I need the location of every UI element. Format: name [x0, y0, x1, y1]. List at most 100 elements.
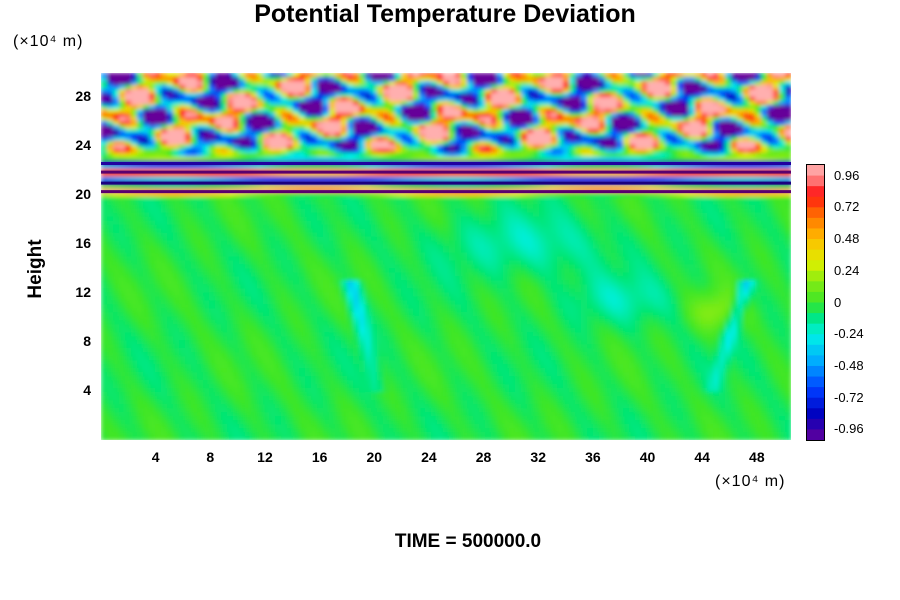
heatmap-cell: [173, 212, 180, 218]
heatmap-cell: [665, 73, 672, 78]
heatmap-cell: [491, 140, 498, 146]
heatmap-cell: [581, 156, 588, 162]
heatmap-cell: [365, 184, 372, 190]
heatmap-cell: [113, 244, 120, 250]
heatmap-cell: [335, 232, 342, 238]
heatmap-cell: [269, 140, 276, 146]
heatmap-cell: [425, 192, 432, 198]
heatmap-cell: [161, 144, 168, 150]
heatmap-cell: [479, 192, 486, 198]
heatmap-cell: [437, 224, 444, 230]
heatmap-cell: [581, 196, 588, 202]
heatmap-cell: [737, 136, 744, 142]
heatmap-cell: [491, 156, 498, 162]
heatmap-cell: [629, 100, 636, 106]
heatmap-cell: [653, 116, 660, 122]
heatmap-cell: [269, 220, 276, 226]
heatmap-cell: [761, 96, 768, 102]
heatmap-cell: [725, 108, 732, 114]
heatmap-cell: [497, 100, 504, 106]
heatmap-cell: [233, 204, 240, 210]
heatmap-cell: [203, 80, 210, 86]
heatmap-cell: [395, 132, 402, 138]
heatmap-cell: [713, 236, 720, 242]
heatmap-cell: [335, 112, 342, 118]
heatmap-cell: [377, 100, 384, 106]
heatmap-cell: [311, 204, 318, 210]
heatmap-cell: [185, 236, 192, 242]
heatmap-cell: [491, 176, 498, 182]
heatmap-cell: [749, 220, 756, 226]
heatmap-cell: [641, 100, 648, 106]
heatmap-cell: [785, 144, 791, 150]
heatmap-cell: [485, 124, 492, 130]
heatmap-cell: [701, 73, 708, 78]
heatmap-cell: [275, 140, 282, 146]
heatmap-cell: [569, 112, 576, 118]
heatmap-cell: [785, 220, 791, 226]
heatmap-cell: [455, 140, 462, 146]
heatmap-cell: [707, 224, 714, 230]
heatmap-cell: [491, 108, 498, 114]
heatmap-cell: [575, 124, 582, 130]
heatmap-cell: [449, 92, 456, 98]
heatmap-cell: [449, 100, 456, 106]
heatmap-cell: [107, 140, 114, 146]
heatmap-cell: [563, 232, 570, 238]
heatmap-cell: [533, 156, 540, 162]
heatmap-cell: [173, 152, 180, 158]
heatmap-cell: [485, 96, 492, 102]
heatmap-cell: [497, 212, 504, 218]
heatmap-cell: [605, 100, 612, 106]
heatmap-cell: [119, 124, 126, 130]
heatmap-cell: [677, 212, 684, 218]
heatmap-cell: [155, 220, 162, 226]
heatmap-cell: [299, 236, 306, 242]
heatmap-cell: [749, 80, 756, 86]
heatmap-cell: [755, 84, 762, 90]
heatmap-cell: [329, 104, 336, 110]
heatmap-cell: [425, 228, 432, 234]
heatmap-cell: [491, 184, 498, 190]
heatmap-cell: [527, 220, 534, 226]
heatmap-cell: [161, 192, 168, 198]
heatmap-cell: [335, 132, 342, 138]
heatmap-cell: [215, 164, 222, 170]
heatmap-cell: [137, 148, 144, 154]
heatmap-cell: [299, 220, 306, 226]
heatmap-cell: [563, 156, 570, 162]
heatmap-cell: [527, 76, 534, 82]
heatmap-cell: [473, 116, 480, 122]
heatmap-cell: [551, 120, 558, 126]
heatmap-cell: [353, 124, 360, 130]
heatmap-cell: [755, 128, 762, 134]
heatmap-cell: [125, 96, 132, 102]
heatmap-cell: [323, 192, 330, 198]
heatmap-cell: [125, 196, 132, 202]
heatmap-cell: [407, 104, 414, 110]
heatmap-cell: [647, 124, 654, 130]
heatmap-cell: [215, 152, 222, 158]
heatmap-cell: [743, 156, 750, 162]
heatmap-cell: [683, 240, 690, 246]
heatmap-cell: [533, 164, 540, 170]
heatmap-cell: [719, 80, 726, 86]
heatmap-cell: [767, 132, 774, 138]
heatmap-cell: [125, 200, 132, 206]
heatmap-cell: [533, 120, 540, 126]
heatmap-cell: [509, 192, 516, 198]
heatmap-cell: [611, 200, 618, 206]
heatmap-cell: [209, 164, 216, 170]
heatmap-cell: [191, 96, 198, 102]
heatmap-cell: [191, 88, 198, 94]
heatmap-cell: [323, 228, 330, 234]
heatmap-cell: [203, 228, 210, 234]
heatmap-cell: [197, 100, 204, 106]
heatmap-cell: [257, 220, 264, 226]
heatmap-cell: [647, 220, 654, 226]
heatmap-cell: [305, 124, 312, 130]
heatmap-cell: [659, 128, 666, 134]
heatmap-cell: [143, 196, 150, 202]
heatmap-cell: [539, 108, 546, 114]
heatmap-cell: [503, 236, 510, 242]
